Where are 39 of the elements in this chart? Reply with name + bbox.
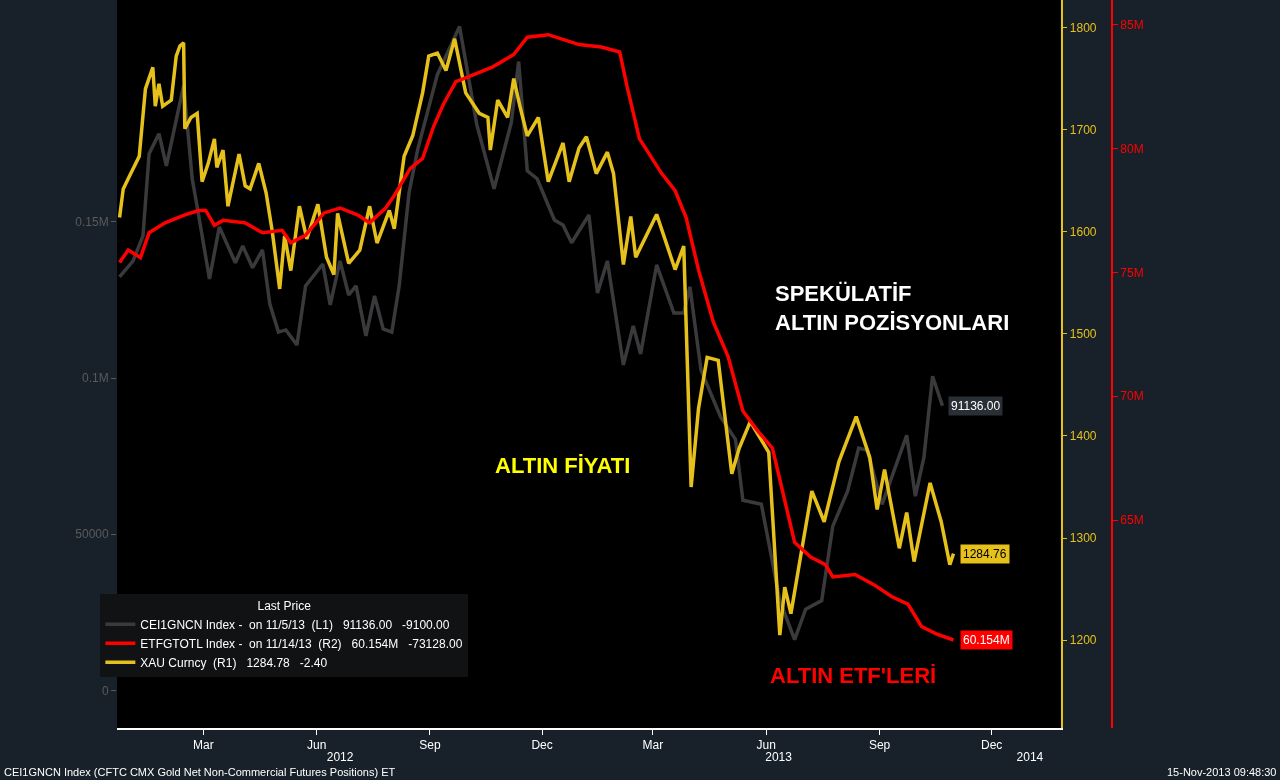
y-tick-label: 50000 <box>75 527 110 542</box>
data-label: 91136.00 <box>951 399 1001 413</box>
data-label: 60.154M <box>963 633 1010 647</box>
x-tick-label: Mar <box>642 738 664 753</box>
x2-tick-label: 2013 <box>765 750 793 764</box>
y-tick-label: 0.15M <box>75 215 109 230</box>
x-tick-label: Jun <box>756 738 776 753</box>
annotation: ALTIN FİYATI <box>495 453 631 478</box>
text: 15-Nov-2013 09:48:30 <box>1167 766 1277 778</box>
x-tick-label: Dec <box>981 738 1003 753</box>
y2-tick-label: 1400 <box>1069 429 1097 444</box>
x2-tick-label: 2012 <box>326 750 354 764</box>
y2-tick-label: 1800 <box>1069 20 1097 35</box>
y2-tick-label: 1600 <box>1069 224 1097 239</box>
legend-label: CEI1GNCN Index - on 11/5/13 (L1) 91136.00 -9100.00 <box>140 617 450 632</box>
text: CEI1GNCN Index (CFTC CMX Gold Net Non-Commercial Futures Positions) ET <box>4 766 396 778</box>
y3-tick-label: 70M <box>1120 389 1144 404</box>
y2-tick-label: 1500 <box>1069 327 1097 342</box>
legend-label: ETFGTOTL Index - on 11/14/13 (R2) 60.154M -73128.00 <box>140 636 463 651</box>
y3-tick-label: 75M <box>1120 265 1144 280</box>
y2-tick-label: 1300 <box>1069 531 1097 546</box>
annotation: SPEKÜLATİF ALTIN POZİSYONLARI <box>775 281 1010 335</box>
y-tick-label: 0 <box>102 683 109 698</box>
y3-tick-label: 85M <box>1120 17 1144 32</box>
y2-tick-label: 1700 <box>1069 122 1097 137</box>
y-tick-label: 0.1M <box>82 371 109 386</box>
x-tick-label: Jun <box>306 738 327 753</box>
y2-tick-label: 1200 <box>1069 633 1097 648</box>
y3-tick-label: 80M <box>1120 141 1144 156</box>
annotation: ALTIN ETF'LERİ <box>770 663 937 688</box>
x-tick-label: Sep <box>419 738 441 753</box>
legend-label: XAU Curncy (R1) 1284.78 -2.40 <box>140 655 328 670</box>
x-tick-label: Sep <box>868 738 891 753</box>
x-tick-label: Dec <box>531 738 553 753</box>
x-tick-label: Mar <box>192 738 214 753</box>
legend-title: Last Price <box>257 598 312 613</box>
x2-tick-label: 2014 <box>1016 750 1044 764</box>
data-label: 1284.76 <box>963 547 1007 561</box>
y3-tick-label: 65M <box>1120 513 1144 528</box>
